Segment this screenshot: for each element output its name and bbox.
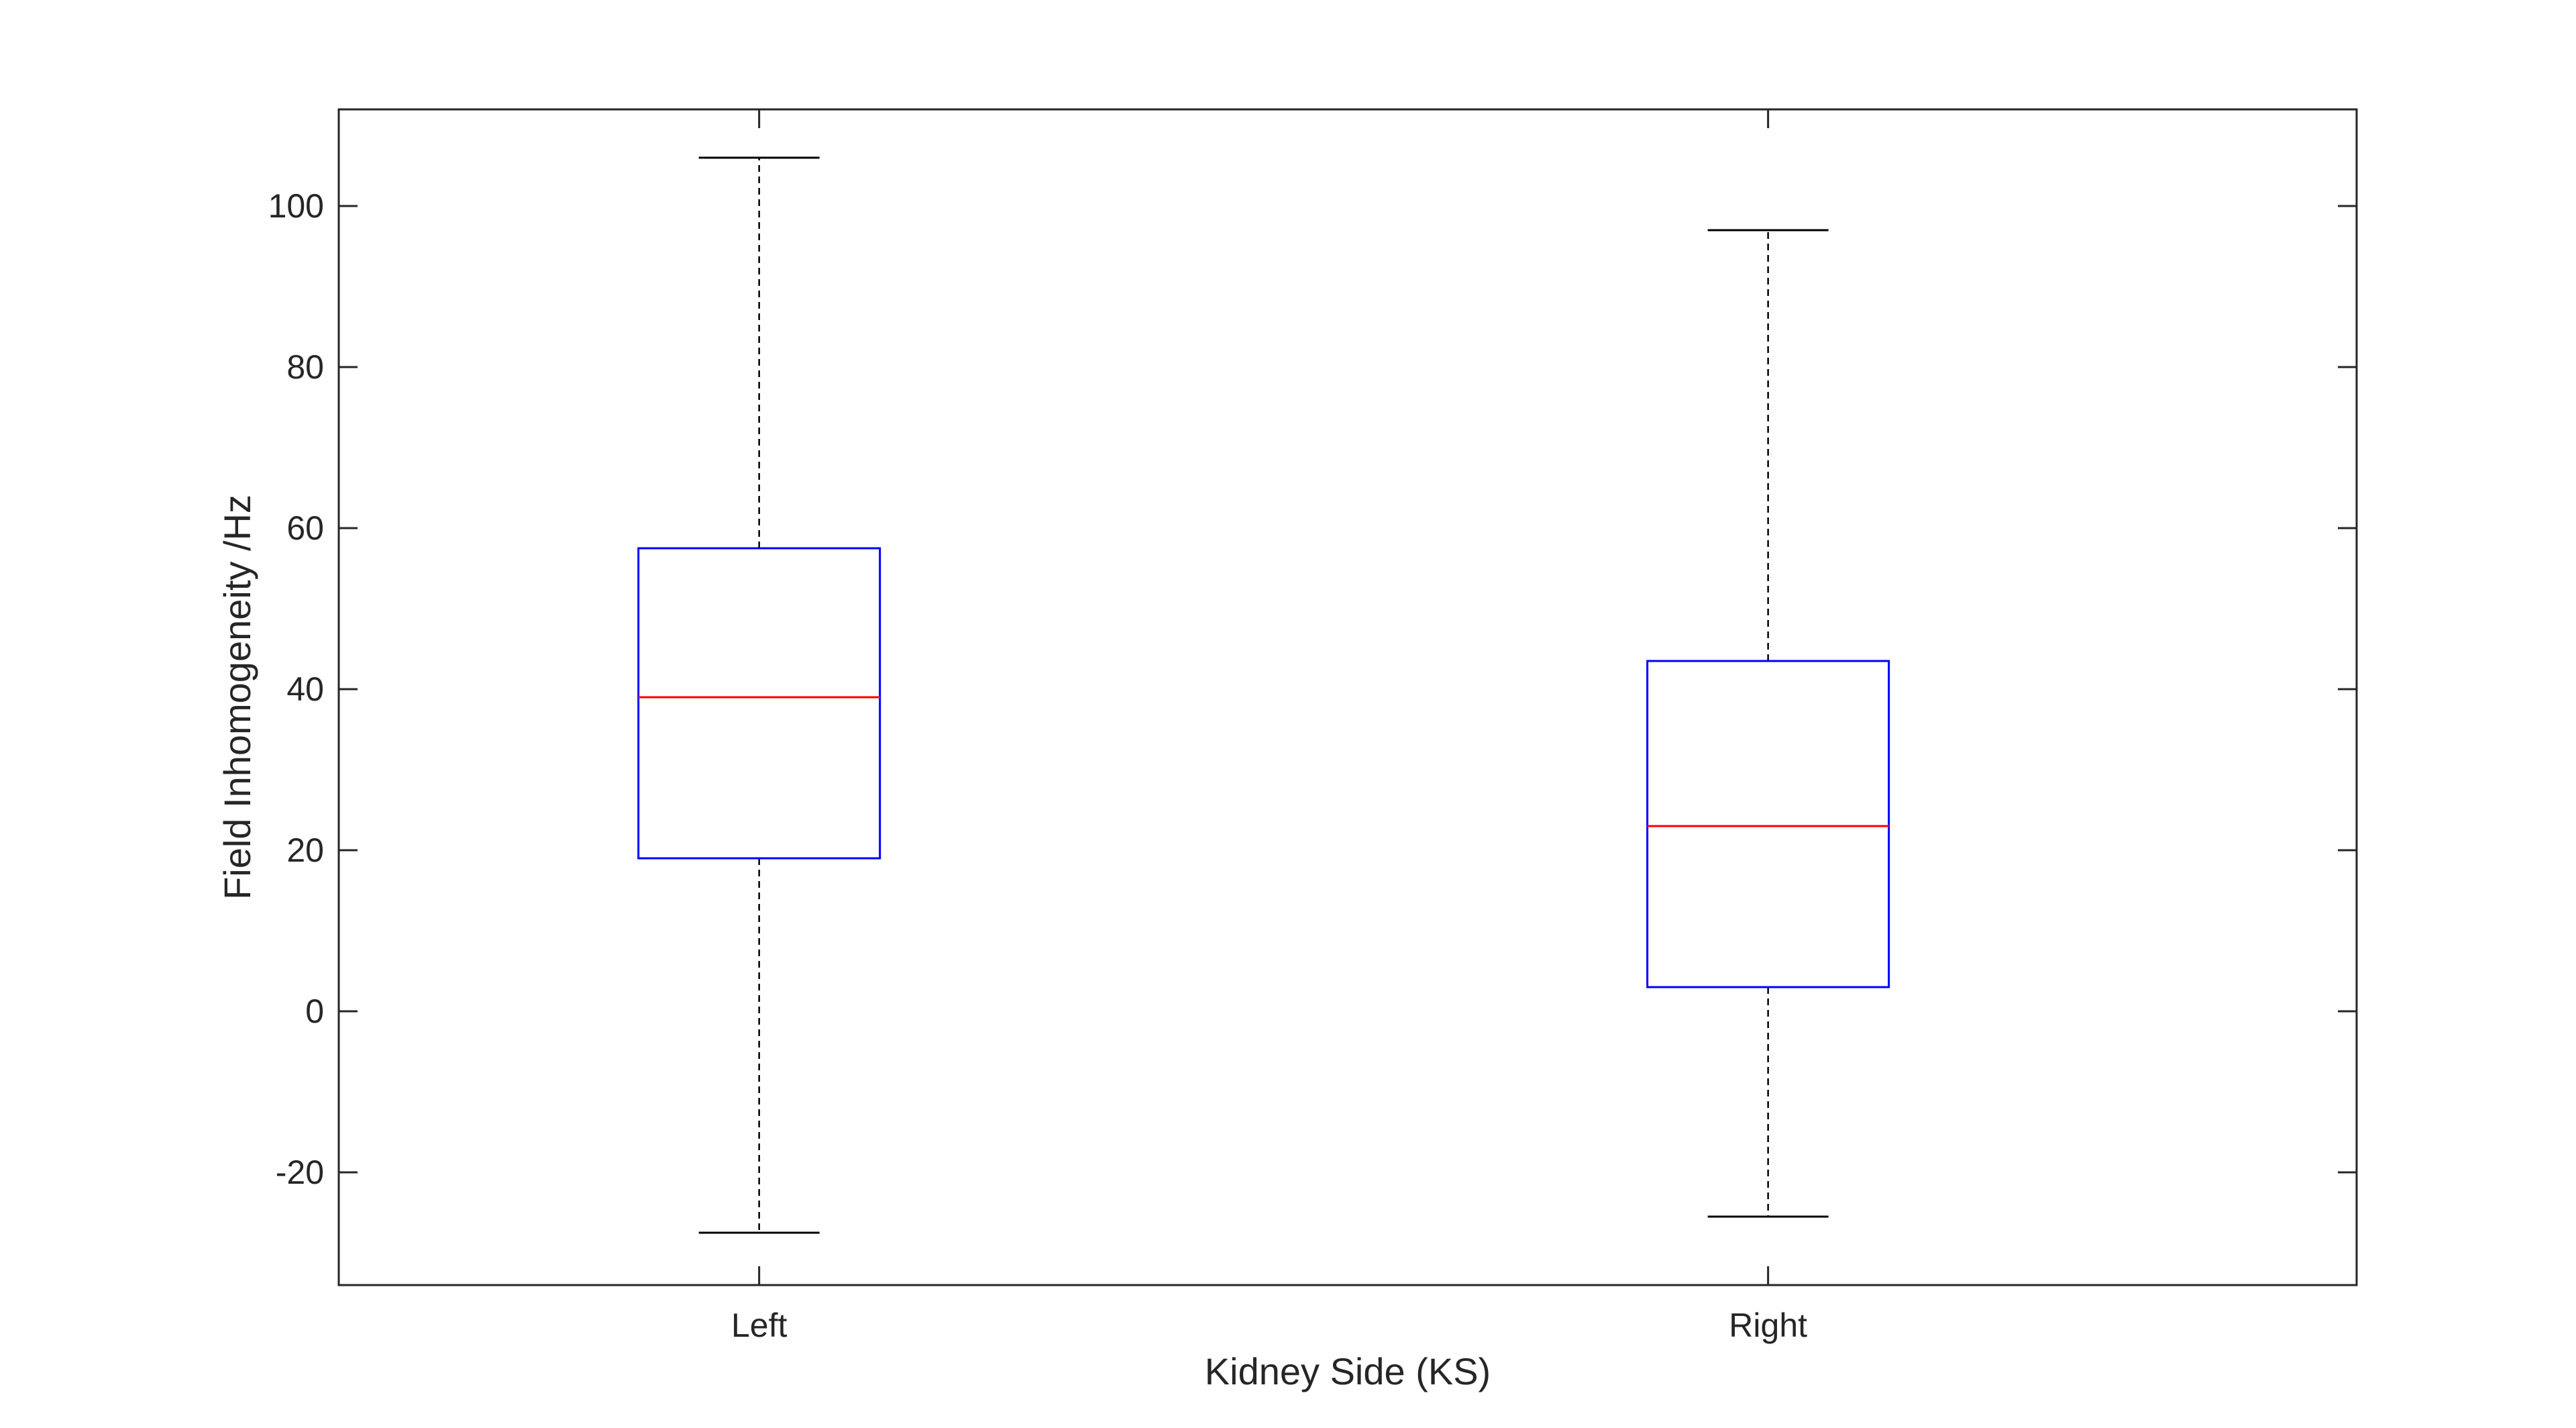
iqr-box-right	[1646, 660, 1890, 988]
plot-frame	[337, 108, 2358, 1286]
x-tick-label-right: Right	[1729, 1307, 1807, 1344]
y-tick-label: 60	[286, 509, 324, 547]
y-tick-label: 80	[286, 348, 324, 386]
plot-marks	[637, 156, 1890, 1234]
iqr-box-left	[637, 547, 881, 860]
y-tick-label: 20	[286, 831, 324, 869]
y-tick-label: -20	[276, 1154, 324, 1191]
y-axis-ticks: -20 0 20 40 60 80 100	[268, 187, 2357, 1191]
x-axis-label: Kidney Side (KS)	[1205, 1350, 1491, 1392]
box-group-right	[1646, 229, 1890, 1218]
y-tick-label: 100	[268, 187, 324, 225]
y-tick-label: 40	[286, 670, 324, 708]
x-tick-label-left: Left	[731, 1307, 788, 1344]
box-group-left	[637, 156, 881, 1234]
y-tick-label: 0	[305, 992, 324, 1030]
x-axis-ticks: Left Right	[731, 109, 1807, 1344]
y-axis-label: Field Inhomogeneity /Hz	[216, 495, 258, 900]
